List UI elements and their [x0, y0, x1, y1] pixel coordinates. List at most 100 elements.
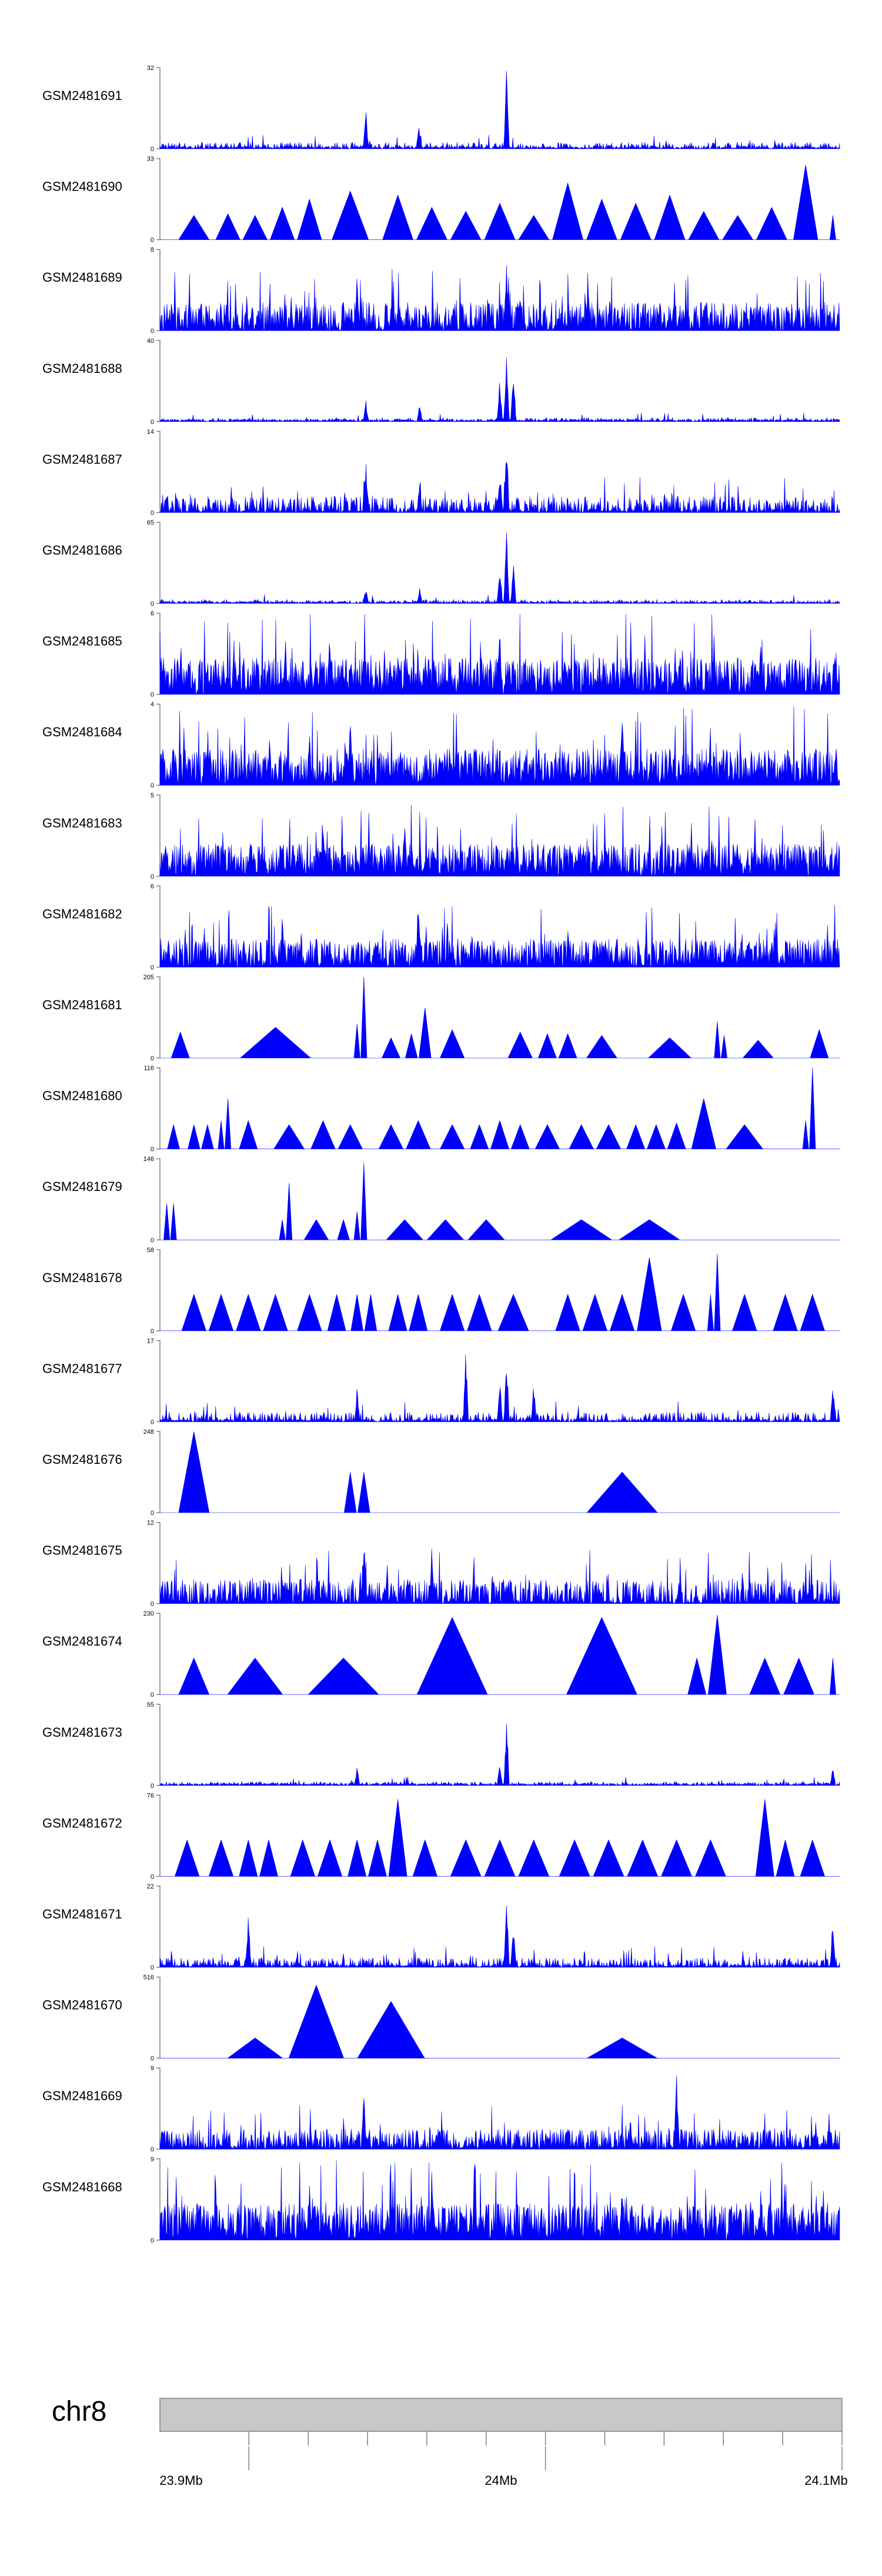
y-min-label: 0 [151, 692, 154, 699]
chromosome-bar [159, 2398, 843, 2432]
track-GSM2481668: GSM2481668 9 0 [42, 2156, 840, 2244]
y-max-label: 248 [143, 1429, 154, 1436]
y-axis [156, 1613, 161, 1695]
track-GSM2481682: GSM2481682 6 0 [42, 883, 840, 971]
y-axis [156, 2158, 161, 2241]
y-min-label: 0 [151, 964, 154, 971]
y-max-label: 22 [147, 1883, 154, 1890]
track-GSM2481686: GSM2481686 65 0 [42, 519, 840, 608]
track-GSM2481681: GSM2481681 205 0 [42, 974, 840, 1062]
track-label: GSM2481686 [42, 543, 122, 558]
signal-area [160, 1067, 840, 1149]
track-label: GSM2481688 [42, 361, 122, 376]
track-GSM2481675: GSM2481675 12 0 [42, 1520, 840, 1608]
y-max-label: 65 [147, 519, 154, 526]
track-GSM2481673: GSM2481673 55 0 [42, 1701, 840, 1790]
track-label: GSM2481678 [42, 1270, 122, 1285]
track-GSM2481669: GSM2481669 9 0 [42, 2065, 840, 2153]
track-label: GSM2481677 [42, 1361, 122, 1376]
y-min-label: 0 [151, 1601, 154, 1608]
y-max-label: 76 [147, 1792, 154, 1799]
y-axis [156, 1158, 161, 1240]
y-max-label: 516 [143, 1974, 154, 1981]
signal-area [160, 1799, 840, 1877]
y-min-label: 0 [151, 146, 154, 153]
y-axis [156, 340, 161, 422]
y-min-label: 0 [151, 509, 154, 516]
track-label: GSM2481687 [42, 452, 122, 466]
chromosome-ideogram: chr8 23.9Mb 24Mb 24.1Mb [52, 2396, 848, 2488]
y-axis [156, 1704, 161, 1786]
track-label: GSM2481689 [42, 270, 122, 285]
track-GSM2481677: GSM2481677 17 0 [42, 1337, 840, 1426]
signal-area [159, 1906, 840, 1968]
y-max-label: 146 [143, 1156, 154, 1163]
signal-area [159, 1549, 840, 1604]
track-label: GSM2481685 [42, 634, 122, 649]
y-min-label: 0 [151, 1419, 154, 1426]
y-max-label: 6 [151, 610, 154, 618]
track-GSM2481685: GSM2481685 6 0 [42, 610, 840, 699]
track-GSM2481672: GSM2481672 76 0 [42, 1792, 840, 1880]
y-axis [156, 522, 161, 604]
minor-ticks [248, 2431, 843, 2445]
track-label: GSM2481669 [42, 2088, 122, 2103]
y-axis [156, 1521, 161, 1604]
track-GSM2481679: GSM2481679 146 0 [42, 1156, 840, 1244]
signal-area [160, 976, 840, 1059]
y-axis [156, 703, 161, 786]
y-max-label: 17 [147, 1337, 154, 1344]
track-label: GSM2481679 [42, 1179, 122, 1194]
y-min-label: 0 [151, 1691, 154, 1699]
y-min-label: 0 [151, 2237, 154, 2244]
track-GSM2481690: GSM2481690 33 0 [42, 156, 840, 244]
signal-area [159, 614, 840, 695]
track-label: GSM2481682 [42, 906, 122, 921]
y-max-label: 6 [151, 883, 154, 890]
y-min-label: 0 [151, 1783, 154, 1790]
y-min-label: 0 [151, 1146, 154, 1153]
y-min-label: 0 [151, 873, 154, 880]
y-min-label: 0 [151, 600, 154, 608]
y-axis [156, 1249, 161, 1332]
y-axis [156, 976, 161, 1059]
track-GSM2481674: GSM2481674 230 0 [42, 1610, 840, 1699]
track-label: GSM2481673 [42, 1725, 122, 1740]
track-label: GSM2481684 [42, 725, 122, 739]
track-label: GSM2481674 [42, 1634, 122, 1649]
track-label: GSM2481680 [42, 1089, 122, 1103]
chromosome-label: chr8 [52, 2396, 106, 2427]
signal-area [160, 1614, 840, 1695]
signal-area [159, 462, 840, 513]
y-max-label: 14 [147, 428, 154, 435]
track-GSM2481670: GSM2481670 516 0 [42, 1974, 840, 2063]
track-label: GSM2481683 [42, 816, 122, 830]
track-GSM2481691: GSM2481691 32 0 [42, 65, 840, 153]
y-max-label: 32 [147, 65, 154, 72]
y-axis [156, 612, 161, 695]
track-GSM2481678: GSM2481678 58 0 [42, 1247, 840, 1335]
y-min-label: 0 [151, 1964, 154, 1971]
y-axis [156, 1340, 161, 1423]
y-max-label: 5 [151, 792, 154, 799]
y-axis [156, 1431, 161, 1513]
y-max-label: 9 [151, 2156, 154, 2163]
y-max-label: 33 [147, 156, 154, 163]
signal-area [159, 71, 840, 149]
y-min-label: 0 [151, 237, 154, 244]
track-label: GSM2481675 [42, 1543, 122, 1558]
track-GSM2481671: GSM2481671 22 0 [42, 1883, 840, 1971]
track-GSM2481676: GSM2481676 248 0 [42, 1429, 840, 1517]
track-label: GSM2481670 [42, 1998, 122, 2013]
y-axis [156, 1976, 161, 2059]
position-label-end: 24.1Mb [804, 2473, 847, 2488]
y-max-label: 58 [147, 1247, 154, 1254]
track-label: GSM2481681 [42, 997, 122, 1012]
data-tracks: GSM2481691320GSM2481690330GSM248168980GS… [42, 65, 840, 2244]
track-label: GSM2481671 [42, 1907, 122, 1921]
track-GSM2481687: GSM2481687 14 0 [42, 428, 840, 516]
signal-area [159, 532, 840, 605]
y-axis [156, 431, 161, 513]
signal-area [160, 1431, 840, 1513]
signal-area [159, 805, 840, 877]
